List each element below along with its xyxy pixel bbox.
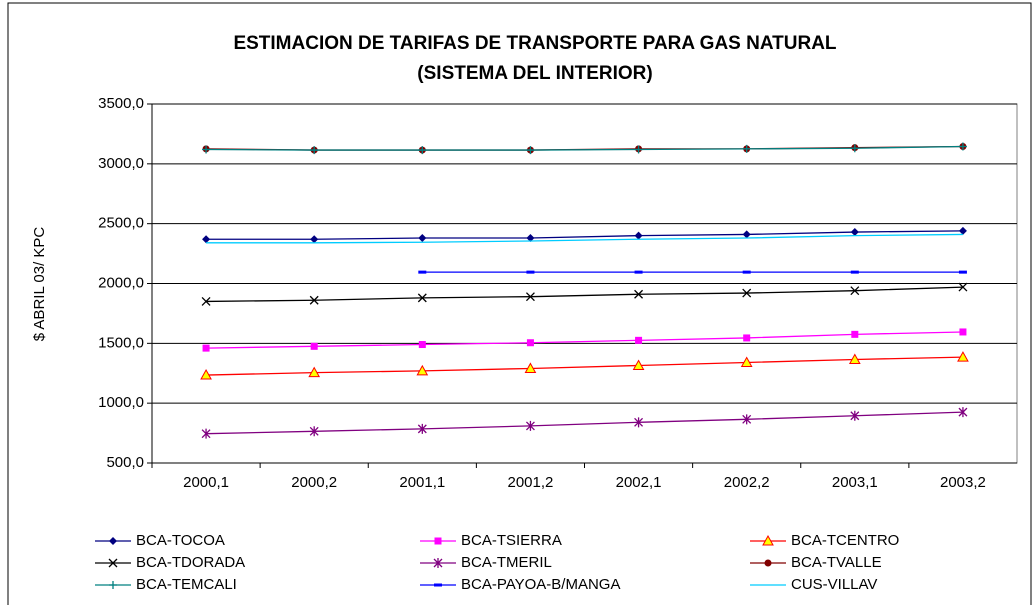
marker [526,234,535,243]
marker [310,342,318,350]
marker [202,145,211,154]
marker [202,235,211,244]
legend-label: BCA-TDORADA [136,554,245,571]
marker [632,359,645,370]
x-tick-label: 2003,1 [832,474,878,491]
legend-label: BCA-PAYOA-B/MANGA [461,576,620,593]
marker [108,558,118,568]
series-line [206,230,963,240]
marker [634,270,643,274]
marker [434,583,442,587]
marker [525,292,535,302]
marker [742,288,752,298]
legend-label: BCA-TSIERRA [461,532,562,549]
marker [418,341,426,349]
legend-label: BCA-TMERIL [461,554,552,571]
x-tick-label: 2000,2 [291,474,337,491]
marker [200,369,212,380]
y-tick-label: 1500,0 [98,334,144,351]
y-tick-label: 3000,0 [98,155,144,172]
marker [526,339,534,347]
marker [417,293,427,303]
marker [525,420,535,431]
marker [742,144,751,153]
marker [634,145,643,154]
marker [959,328,967,336]
marker [958,142,967,151]
marker [958,282,968,292]
series-line [206,356,963,376]
marker [848,353,861,364]
marker [524,362,537,373]
marker [634,231,643,240]
marker [851,330,859,338]
marker [309,426,319,437]
legend-label: BCA-TOCOA [136,532,225,549]
marker [850,286,860,296]
y-axis-label: $ ABRIL 03/ KPC [31,227,48,342]
series-line [206,331,963,349]
marker [958,270,967,274]
marker [416,364,429,376]
marker [418,270,427,274]
marker [958,407,968,418]
chart-title: (SISTEMA DEL INTERIOR) [417,63,652,84]
x-tick-label: 2001,1 [399,474,445,491]
marker [634,417,644,428]
marker [742,270,751,274]
marker [742,230,751,239]
marker [850,228,859,237]
x-tick-label: 2003,2 [940,474,986,491]
y-tick-label: 1000,0 [98,394,144,411]
marker [418,146,427,155]
marker [635,336,643,344]
x-tick-label: 2000,1 [183,474,229,491]
legend-label: CUS-VILLAV [791,576,877,593]
marker [742,414,752,425]
y-tick-label: 3500,0 [98,95,144,112]
marker [526,270,535,274]
marker [743,334,751,342]
series-line [206,233,963,244]
marker [418,234,427,243]
x-tick-label: 2002,2 [724,474,770,491]
y-tick-label: 500,0 [106,454,144,471]
marker [634,289,644,299]
x-tick-label: 2001,2 [507,474,553,491]
marker [309,295,319,305]
marker [201,296,211,306]
series-line [206,286,963,303]
legend-label: BCA-TVALLE [791,554,882,571]
series-line [206,145,963,151]
marker [310,146,319,155]
marker [201,428,211,439]
marker [526,146,535,155]
marker [308,366,321,378]
series-line [206,411,963,435]
legend-label: BCA-TCENTRO [791,532,899,549]
marker [762,534,774,546]
marker [109,537,117,545]
marker [957,351,969,362]
y-tick-label: 2500,0 [98,215,144,232]
y-tick-label: 2000,0 [98,274,144,291]
marker [109,581,117,589]
marker [202,344,210,352]
marker [850,270,859,274]
marker [740,356,753,367]
marker [764,559,772,567]
marker [850,410,860,421]
marker [417,423,427,434]
x-tick-label: 2002,1 [616,474,662,491]
marker [433,558,443,568]
marker [434,537,442,545]
chart-title: ESTIMACION DE TARIFAS DE TRANSPORTE PARA… [233,33,836,54]
legend-label: BCA-TEMCALI [136,576,237,593]
marker [850,144,859,153]
marker [310,235,319,244]
marker [958,226,967,235]
